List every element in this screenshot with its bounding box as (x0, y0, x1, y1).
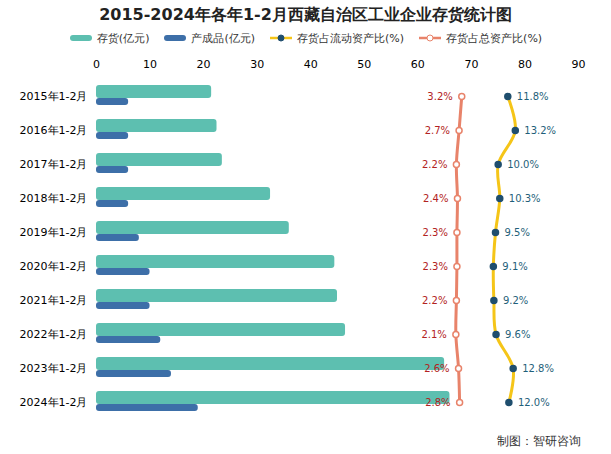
svg-text:9.2%: 9.2% (503, 295, 528, 306)
svg-text:2.4%: 2.4% (423, 193, 448, 204)
svg-text:2.6%: 2.6% (424, 363, 449, 374)
html-text:存货占流动资产比(%): 存货占流动资产比(%) (297, 31, 405, 45)
svg-text:2018年1-2月: 2018年1-2月 (20, 192, 88, 205)
svg-text:60: 60 (411, 58, 425, 71)
svg-text:2022年1-2月: 2022年1-2月 (20, 328, 88, 341)
svg-text:9.1%: 9.1% (502, 261, 527, 272)
svg-text:12.8%: 12.8% (522, 363, 554, 374)
svg-text:30: 30 (250, 58, 264, 71)
svg-text:2.1%: 2.1% (421, 329, 446, 340)
html-text:存货(亿元): 存货(亿元) (96, 31, 150, 45)
svg-text:2023年1-2月: 2023年1-2月 (20, 362, 88, 375)
svg-text:2019年1-2月: 2019年1-2月 (20, 226, 88, 239)
svg-text:40: 40 (304, 58, 318, 71)
svg-text:90: 90 (572, 58, 586, 71)
html-text:制图：智研咨询: 制图：智研咨询 (497, 434, 581, 448)
svg-text:10: 10 (143, 58, 157, 71)
svg-text:2.7%: 2.7% (425, 125, 450, 136)
svg-text:11.8%: 11.8% (517, 91, 549, 102)
svg-text:2021年1-2月: 2021年1-2月 (20, 294, 88, 307)
svg-text:70: 70 (464, 58, 478, 71)
svg-text:10.0%: 10.0% (507, 159, 539, 170)
svg-text:9.5%: 9.5% (504, 227, 529, 238)
html-text:产成品(亿元): 产成品(亿元) (191, 31, 255, 45)
html-text:存货占总资产比(%): 存货占总资产比(%) (446, 31, 543, 45)
svg-text:2.8%: 2.8% (425, 397, 450, 408)
svg-text:2016年1-2月: 2016年1-2月 (20, 124, 88, 137)
svg-text:12.0%: 12.0% (518, 397, 550, 408)
svg-text:2.3%: 2.3% (423, 227, 448, 238)
svg-text:2020年1-2月: 2020年1-2月 (20, 260, 88, 273)
svg-text:3.2%: 3.2% (427, 91, 452, 102)
svg-text:9.6%: 9.6% (505, 329, 530, 340)
svg-text:2.2%: 2.2% (422, 295, 447, 306)
svg-text:2.2%: 2.2% (422, 159, 447, 170)
svg-text:10.3%: 10.3% (509, 193, 541, 204)
svg-text:80: 80 (518, 58, 532, 71)
svg-text:2024年1-2月: 2024年1-2月 (20, 396, 88, 409)
svg-text:2.3%: 2.3% (423, 261, 448, 272)
svg-text:20: 20 (197, 58, 211, 71)
svg-text:0: 0 (93, 58, 100, 71)
svg-text:2017年1-2月: 2017年1-2月 (20, 158, 88, 171)
svg-text:50: 50 (357, 58, 371, 71)
svg-text:13.2%: 13.2% (524, 125, 556, 136)
svg-text:2015年1-2月: 2015年1-2月 (20, 90, 88, 103)
html-text:2015-2024年各年1-2月西藏自治区工业企业存货统计图: 2015-2024年各年1-2月西藏自治区工业企业存货统计图 (99, 5, 512, 24)
